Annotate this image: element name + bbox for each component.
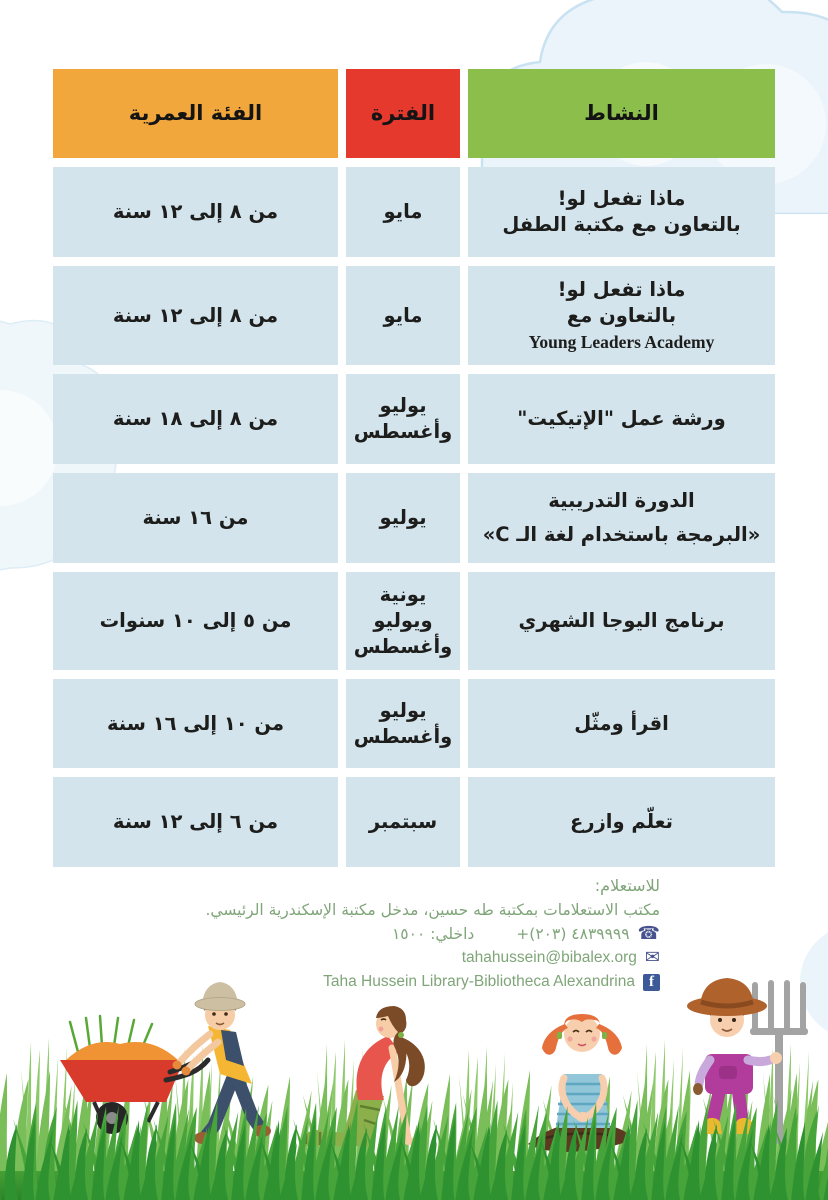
age-cell: من ٨ إلى ١٢ سنة [53, 167, 338, 257]
wheelbarrow-body [60, 1060, 184, 1102]
activity-english-line: Young Leaders Academy [528, 331, 715, 352]
contact-section: للاستعلام: مكتب الاستعلامات بمكتبة طه حس… [205, 874, 660, 994]
period-cell: سبتمبر [346, 777, 460, 867]
activity-cell: الدورة التدريبية «البرمجة باستخدام لغة ا… [468, 473, 775, 563]
activity-cell: تعلّم وازرع [468, 777, 775, 867]
illustration-scene [0, 978, 828, 1200]
contact-address: مكتب الاستعلامات بمكتبة طه حسين، مدخل مك… [205, 901, 660, 919]
contact-phone-row: ☎ +(٢٠٣) ٤٨٣٩٩٩٩ داخلي: ١٥٠٠ [205, 922, 660, 946]
activity-cell: ورشة عمل "الإتيكيت" [468, 374, 775, 464]
yoga-girl-shirt [356, 1036, 400, 1100]
age-cell: من ٨ إلى ١٢ سنة [53, 266, 338, 365]
period-cell: يوليو وأغسطس [346, 374, 460, 464]
envelope-icon: ✉ [644, 947, 660, 968]
facebook-page-name: Taha Hussein Library-Bibliotheca Alexand… [323, 973, 635, 990]
activity-cell: ماذا تفعل لو! بالتعاون مع Young Leaders … [468, 266, 775, 365]
contact-heading: للاستعلام: [594, 876, 660, 895]
age-cell: من ٥ إلى ١٠ سنوات [53, 572, 338, 670]
carrots [66, 1042, 178, 1060]
age-cell: من ٦ إلى ١٢ سنة [53, 777, 338, 867]
period-cell: مايو [346, 266, 460, 365]
age-cell: من ١٠ إلى ١٦ سنة [53, 679, 338, 768]
boy-farmer-illustration [687, 978, 808, 1144]
period-cell: يوليو [346, 473, 460, 563]
period-cell: يوليو وأغسطس [346, 679, 460, 768]
period-cell: يونية ويوليو وأغسطس [346, 572, 460, 670]
age-cell: من ١٦ سنة [53, 473, 338, 563]
activities-table: النشاط الفترة الفئة العمرية ماذا تفعل لو… [53, 69, 775, 867]
phone-icon: ☎ [637, 923, 660, 944]
yoga-girl-ponytail [398, 1036, 425, 1087]
contact-email-row: ✉ tahahussein@bibalex.org [205, 946, 660, 970]
meditate-girl-head [564, 1016, 600, 1052]
activity-cell: برنامج اليوجا الشهري [468, 572, 775, 670]
column-header-activity: النشاط [468, 69, 775, 158]
phone-number: +(٢٠٣) ٤٨٣٩٩٩٩ [516, 925, 630, 943]
contact-facebook-row: f Taha Hussein Library-Bibliotheca Alexa… [205, 970, 660, 994]
column-header-period: الفترة [346, 69, 460, 158]
period-cell: مايو [346, 167, 460, 257]
boy-overalls-bib [221, 1030, 244, 1066]
activity-cell: ماذا تفعل لو! بالتعاون مع مكتبة الطفل [468, 167, 775, 257]
age-cell: من ٨ إلى ١٨ سنة [53, 374, 338, 464]
meditate-girl-hair [564, 1014, 600, 1026]
column-header-age: الفئة العمرية [53, 69, 338, 158]
facebook-icon: f [643, 973, 660, 991]
phone-extension: داخلي: ١٥٠٠ [391, 925, 475, 943]
yoga-girl-hair [376, 1006, 407, 1082]
email-address: tahahussein@bibalex.org [461, 949, 637, 966]
activity-cell: اقرأ ومثّل [468, 679, 775, 768]
